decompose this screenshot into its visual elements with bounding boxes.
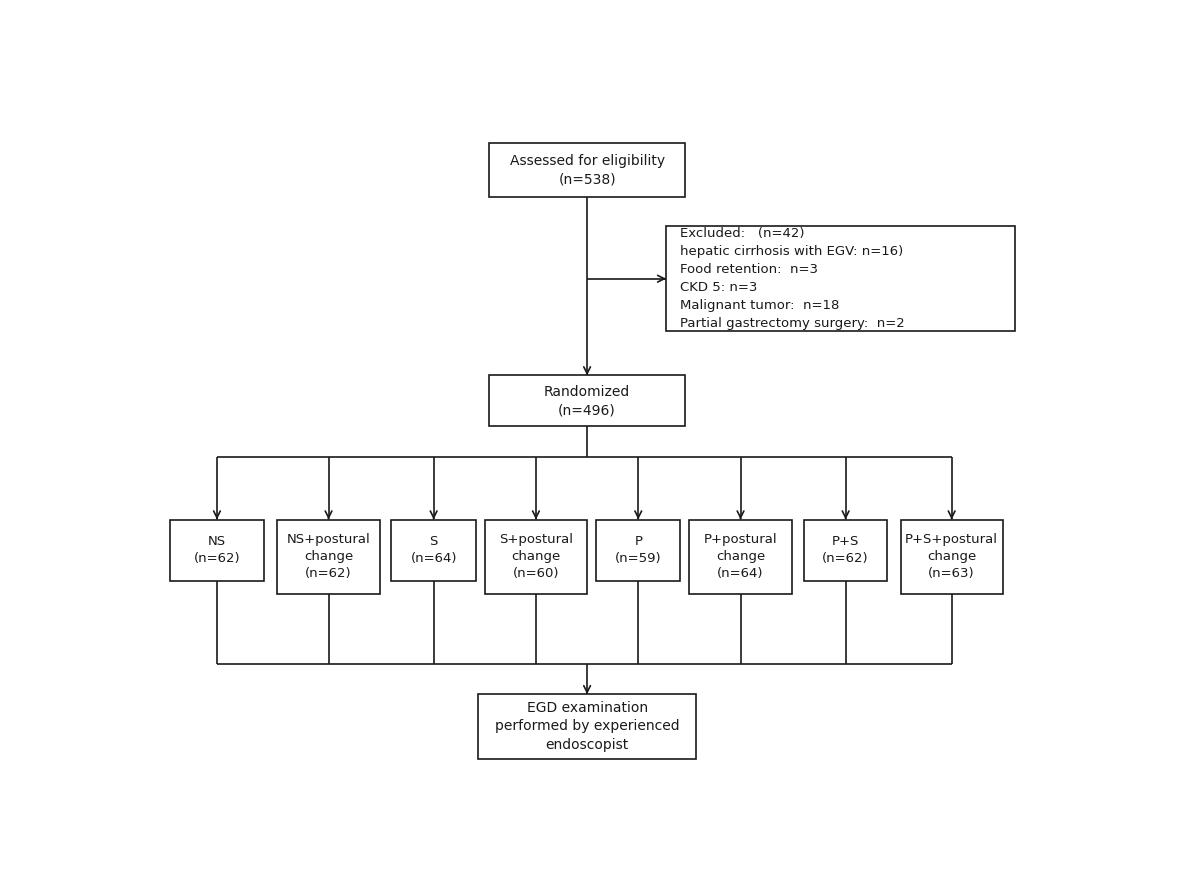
- Text: Assessed for eligibility
(n=538): Assessed for eligibility (n=538): [510, 154, 665, 187]
- Text: NS
(n=62): NS (n=62): [193, 535, 240, 565]
- Text: P+S
(n=62): P+S (n=62): [822, 535, 869, 565]
- Text: P+postural
change
(n=64): P+postural change (n=64): [703, 533, 778, 581]
- FancyBboxPatch shape: [689, 520, 792, 594]
- FancyBboxPatch shape: [490, 375, 685, 426]
- FancyBboxPatch shape: [485, 520, 587, 594]
- Text: Excluded:   (n=42)
hepatic cirrhosis with EGV: n=16)
Food retention:  n=3
CKD 5:: Excluded: (n=42) hepatic cirrhosis with …: [680, 227, 905, 330]
- FancyBboxPatch shape: [596, 520, 680, 581]
- FancyBboxPatch shape: [277, 520, 379, 594]
- FancyBboxPatch shape: [490, 143, 685, 197]
- Text: P+S+postural
change
(n=63): P+S+postural change (n=63): [905, 533, 998, 581]
- FancyBboxPatch shape: [478, 694, 696, 759]
- Text: S+postural
change
(n=60): S+postural change (n=60): [499, 533, 572, 581]
- FancyBboxPatch shape: [666, 226, 1015, 331]
- Text: NS+postural
change
(n=62): NS+postural change (n=62): [287, 533, 371, 581]
- Text: Randomized
(n=496): Randomized (n=496): [544, 385, 630, 417]
- FancyBboxPatch shape: [900, 520, 1003, 594]
- FancyBboxPatch shape: [804, 520, 888, 581]
- FancyBboxPatch shape: [169, 520, 264, 581]
- Text: S
(n=64): S (n=64): [410, 535, 457, 565]
- FancyBboxPatch shape: [391, 520, 476, 581]
- Text: EGD examination
performed by experienced
endoscopist: EGD examination performed by experienced…: [494, 701, 679, 751]
- Text: P
(n=59): P (n=59): [614, 535, 661, 565]
